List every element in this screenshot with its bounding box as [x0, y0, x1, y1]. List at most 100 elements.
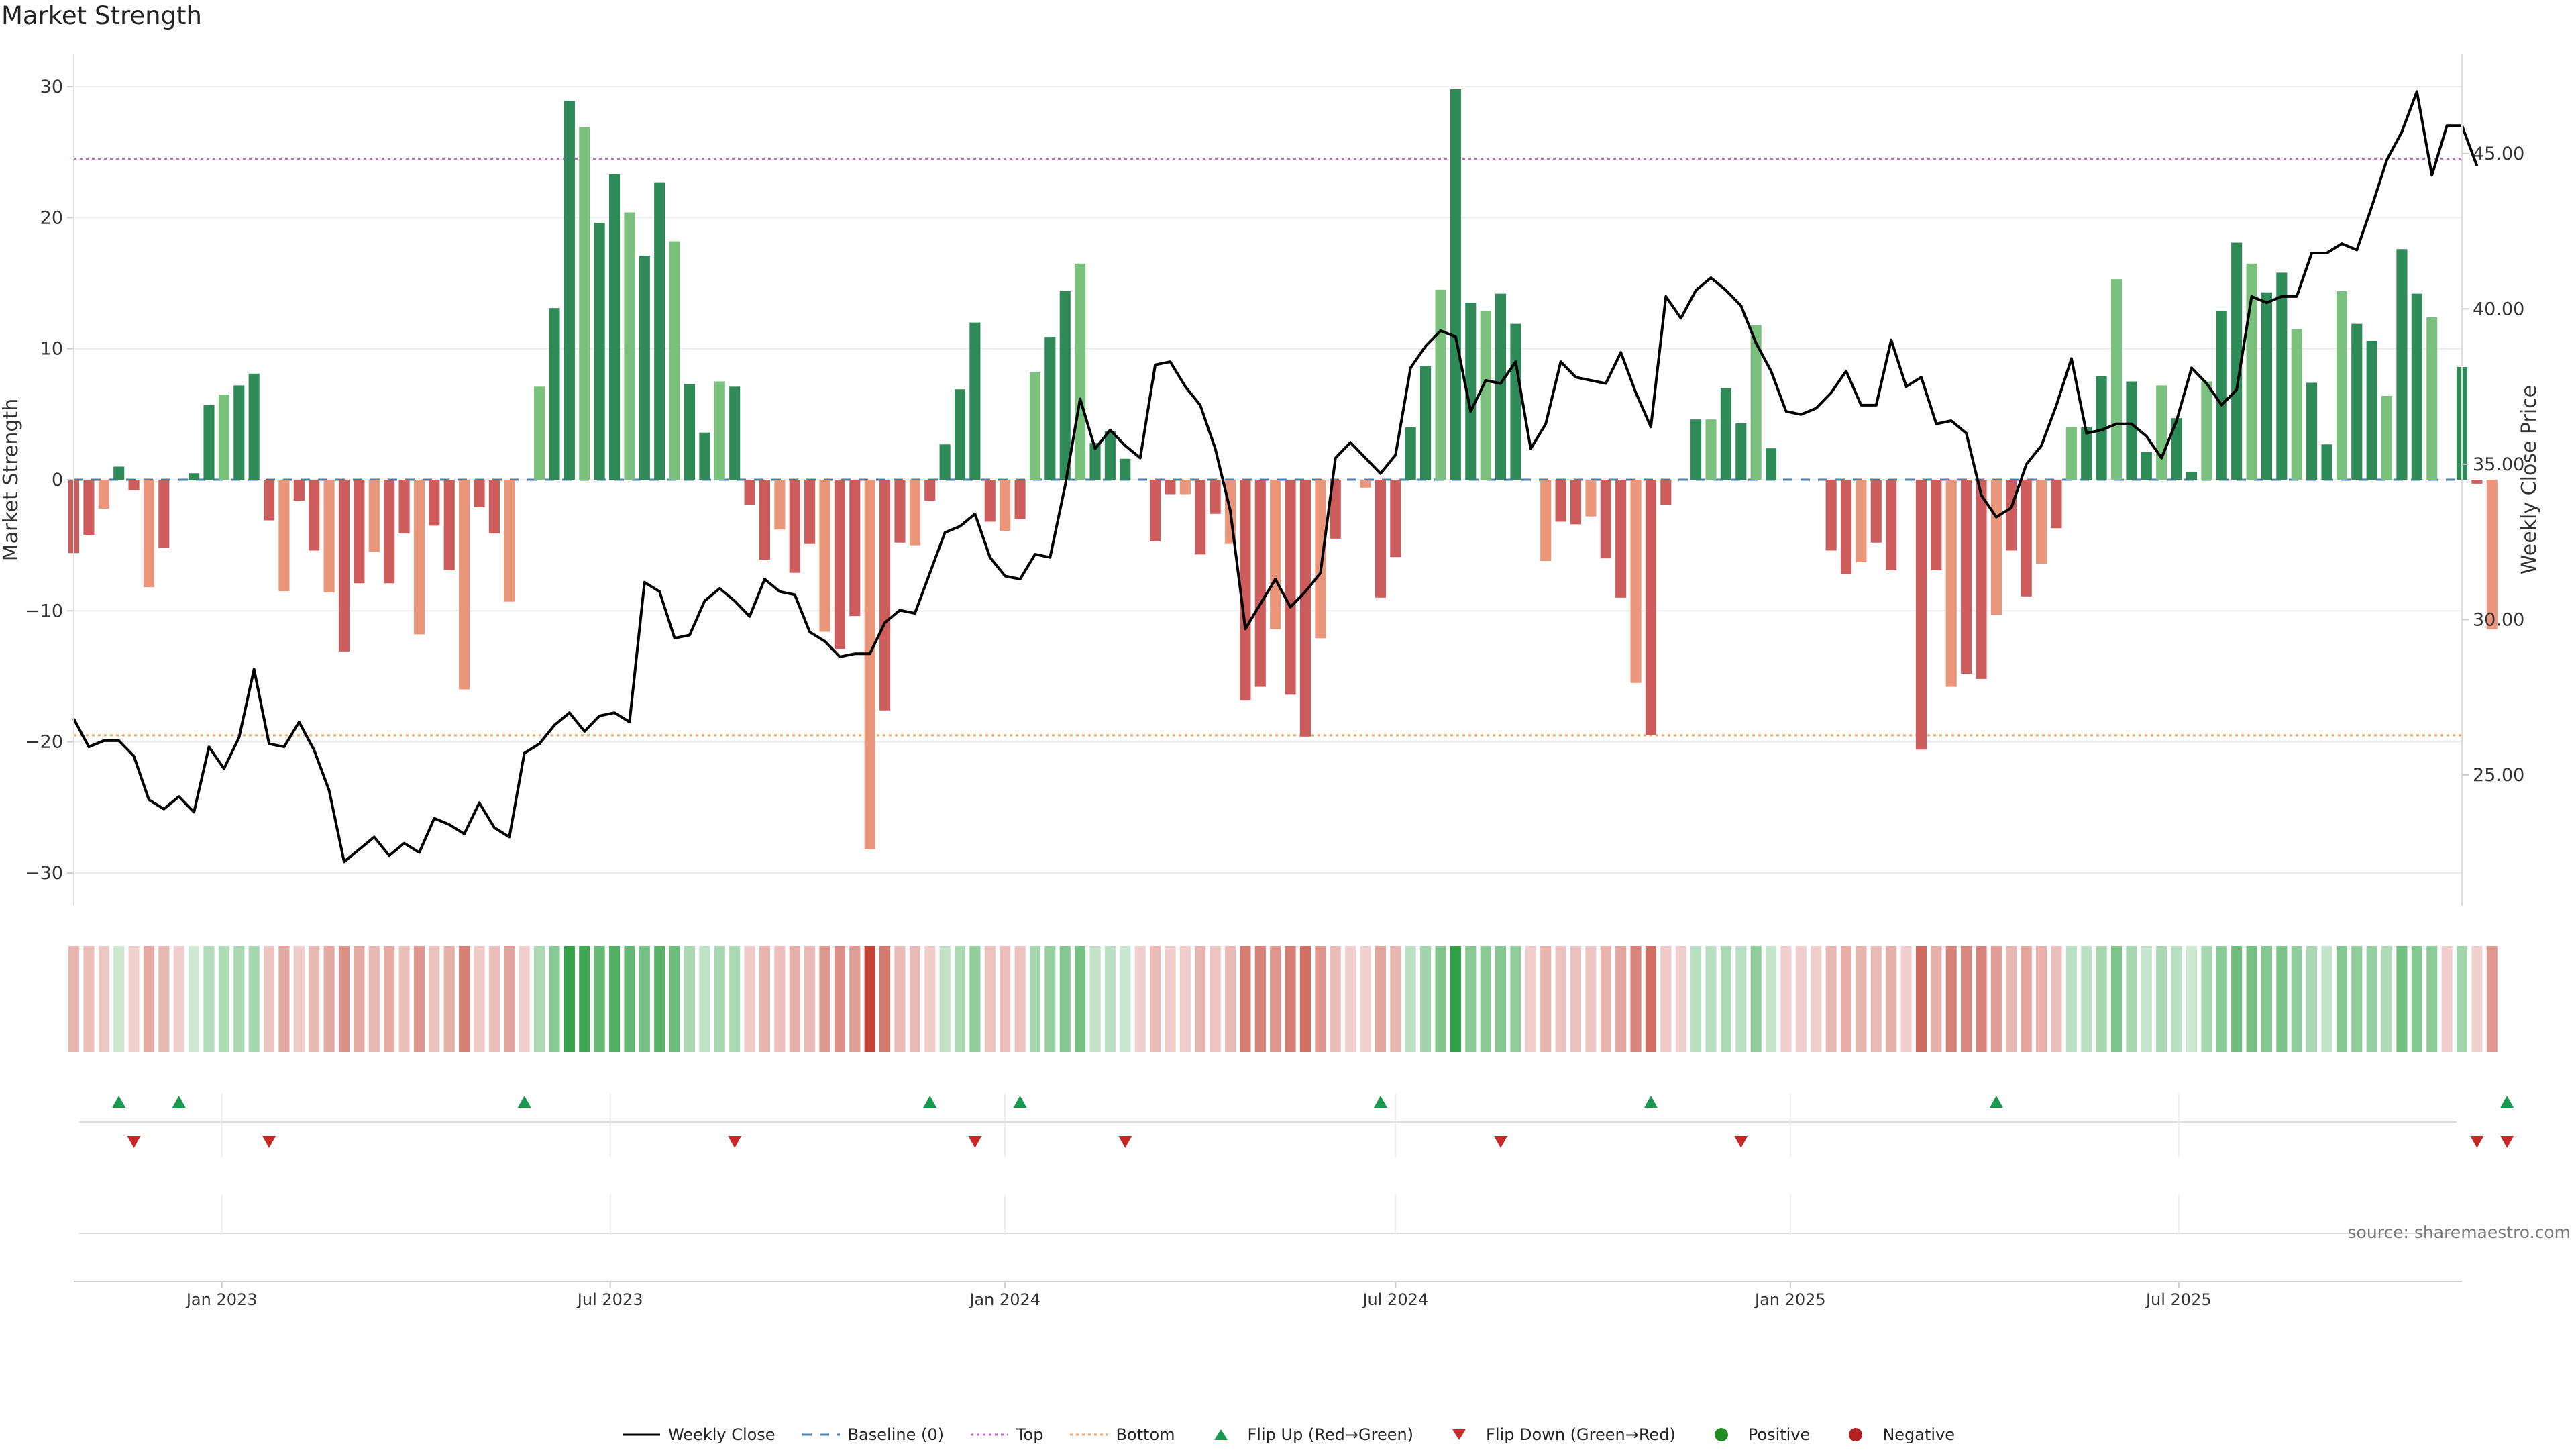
- strength-bar: [1750, 325, 1762, 480]
- flip-up-marker: [923, 1096, 937, 1108]
- legend-item-weekly-close: Weekly Close: [621, 1425, 775, 1444]
- flip-up-marker: [172, 1096, 186, 1108]
- flip-down-marker: [1118, 1136, 1132, 1148]
- strength-bar: [684, 384, 696, 480]
- flip-down-marker: [2500, 1136, 2514, 1148]
- strength-bar: [189, 473, 200, 480]
- ribbon-cell: [519, 946, 530, 1052]
- strength-bar: [1450, 89, 1461, 480]
- strength-bar: [699, 432, 710, 480]
- strength-bar: [2006, 480, 2017, 551]
- ribbon-cell: [2456, 946, 2468, 1052]
- ribbon-cell: [2441, 946, 2453, 1052]
- ribbon-cell: [2261, 946, 2272, 1052]
- ribbon-cell: [1014, 946, 1026, 1052]
- strength-bar: [864, 480, 875, 849]
- ribbon-cell: [1931, 946, 1942, 1052]
- strength-bar: [1585, 480, 1597, 517]
- ribbon-cell: [2201, 946, 2212, 1052]
- ribbon-cell: [789, 946, 800, 1052]
- ribbon-cell: [173, 946, 184, 1052]
- ribbon-cell: [2216, 946, 2227, 1052]
- strength-bar: [264, 480, 275, 521]
- strength-bar: [1270, 480, 1281, 629]
- strength-bar: [594, 223, 605, 480]
- ribbon-cell: [384, 946, 395, 1052]
- strength-bar: [98, 480, 109, 509]
- strength-bar: [894, 480, 906, 543]
- ribbon-cell: [1840, 946, 1852, 1052]
- ribbon-cell: [1254, 946, 1266, 1052]
- ribbon-cell: [864, 946, 875, 1052]
- strength-bar: [1179, 480, 1191, 495]
- strength-bar: [954, 389, 966, 480]
- ribbon-cell: [1615, 946, 1627, 1052]
- strength-bar: [1660, 480, 1672, 505]
- flip-up-marker: [112, 1096, 126, 1108]
- ribbon-cell: [669, 946, 680, 1052]
- ribbon-cell: [2321, 946, 2332, 1052]
- legend-item-positive: Positive: [1701, 1425, 1810, 1444]
- strength-bar: [143, 480, 155, 588]
- legend-label: Flip Up (Red→Green): [1247, 1425, 1414, 1444]
- strength-bar: [2411, 293, 2422, 480]
- x-tick-label: Jan 2025: [1754, 1290, 1826, 1309]
- strength-bar: [669, 241, 680, 480]
- ribbon-cell: [309, 946, 320, 1052]
- line-dotted-purple-icon: [970, 1433, 1008, 1436]
- strength-bar: [2186, 472, 2198, 480]
- dot-green-icon: [1714, 1428, 1728, 1441]
- y2-tick-label: 25.00: [2473, 765, 2524, 786]
- ribbon-cell: [1555, 946, 1566, 1052]
- strength-bar: [2291, 329, 2302, 480]
- ribbon-cell: [2381, 946, 2393, 1052]
- strength-bar: [1510, 323, 1521, 480]
- reference-lines: [74, 157, 2462, 737]
- flip-down-marker: [127, 1136, 141, 1148]
- flip-down-marker: [262, 1136, 276, 1148]
- strength-bar: [1555, 480, 1566, 522]
- strength-bar: [1931, 480, 1942, 570]
- strength-bar: [789, 480, 800, 573]
- strength-bar: [2381, 396, 2393, 480]
- ribbon-cell: [2366, 946, 2377, 1052]
- ribbon-cell: [2156, 946, 2167, 1052]
- ribbon-cell: [774, 946, 786, 1052]
- ribbon-cell: [413, 946, 425, 1052]
- strength-bar: [1945, 480, 1957, 687]
- legend-label: Baseline (0): [847, 1425, 944, 1444]
- strength-bar: [1495, 293, 1507, 480]
- y2-tick-label: 45.00: [2473, 144, 2524, 164]
- x-tick-label: Jul 2024: [1361, 1290, 1428, 1309]
- ribbon-cell: [594, 946, 605, 1052]
- ribbon-cell: [2486, 946, 2498, 1052]
- strength-bar: [1390, 480, 1401, 558]
- weekly-close-line: [72, 90, 2479, 864]
- ribbon-cell: [1044, 946, 1056, 1052]
- ribbon-cell: [323, 946, 335, 1052]
- line-dashed-icon: [802, 1433, 840, 1436]
- y2-axis-title: Weekly Close Price: [2518, 385, 2541, 574]
- ribbon-cell: [474, 946, 485, 1052]
- ribbon-cell: [2126, 946, 2137, 1052]
- legend-item-top: Top: [969, 1425, 1043, 1444]
- strength-bar: [1435, 289, 1446, 480]
- ribbon-cell: [1540, 946, 1552, 1052]
- ribbon-cell: [1645, 946, 1657, 1052]
- ribbon-cell: [2396, 946, 2408, 1052]
- strength-bar: [2036, 480, 2047, 564]
- triangle-up-icon: [1214, 1429, 1228, 1440]
- ribbon-cell: [1059, 946, 1071, 1052]
- ribbon-cell: [189, 946, 200, 1052]
- strength-bar: [1825, 480, 1837, 551]
- ribbon-cell: [1165, 946, 1176, 1052]
- strength-ribbon: [68, 946, 2498, 1052]
- strength-bar: [1886, 480, 1897, 570]
- weekly-close-line-layer: [72, 90, 2479, 864]
- strength-bar: [1315, 480, 1326, 639]
- ribbon-cell: [398, 946, 410, 1052]
- strength-bar: [729, 386, 741, 480]
- line-solid-icon: [622, 1433, 660, 1436]
